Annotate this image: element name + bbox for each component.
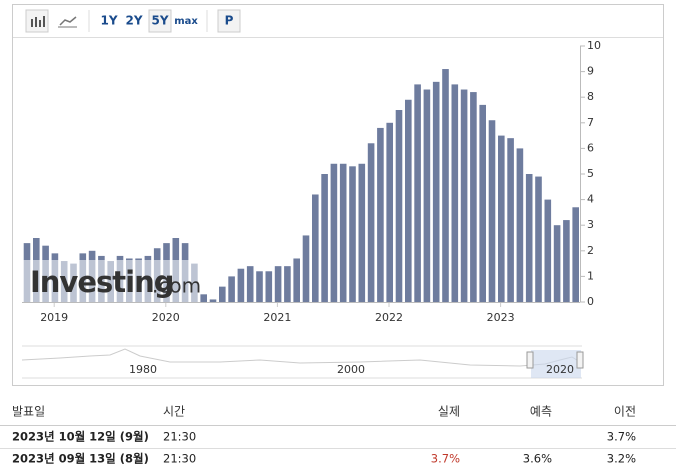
table-header: 실제 bbox=[438, 405, 460, 419]
bar bbox=[274, 266, 282, 302]
bar bbox=[451, 84, 459, 303]
bar bbox=[209, 299, 217, 302]
navigator-label: 1980 bbox=[129, 363, 157, 376]
bar bbox=[432, 81, 440, 302]
bar bbox=[395, 110, 403, 302]
bar bbox=[507, 138, 514, 302]
table-cell: 2023년 09월 13일 (8월) bbox=[12, 452, 149, 466]
bar bbox=[414, 84, 421, 303]
bar bbox=[535, 176, 542, 302]
table-cell: 3.7% bbox=[607, 430, 636, 444]
watermark-brand: Investing bbox=[30, 265, 173, 299]
bar bbox=[479, 104, 486, 302]
x-tick-label: 2020 bbox=[152, 311, 180, 324]
y-tick-label: 1 bbox=[587, 269, 594, 282]
y-tick-label: 7 bbox=[587, 116, 594, 129]
y-tick-label: 9 bbox=[587, 65, 594, 78]
watermark-suffix: .com bbox=[152, 274, 201, 298]
bar bbox=[246, 266, 254, 302]
bar bbox=[284, 266, 291, 302]
bar bbox=[470, 92, 477, 302]
bar bbox=[293, 258, 300, 302]
bar bbox=[265, 271, 273, 302]
range-button[interactable]: 2Y bbox=[125, 14, 142, 28]
bar bbox=[498, 135, 505, 302]
bar bbox=[553, 225, 561, 302]
navigator-label: 2020 bbox=[546, 363, 574, 376]
bar bbox=[219, 286, 226, 302]
bar bbox=[525, 174, 533, 302]
table-header: 시간 bbox=[163, 405, 185, 419]
y-tick-label: 2 bbox=[587, 244, 594, 257]
range-button[interactable]: max bbox=[174, 16, 198, 27]
active-range-bg bbox=[148, 9, 172, 33]
line-chart-icon[interactable] bbox=[58, 16, 77, 28]
bar bbox=[312, 194, 319, 302]
table-cell: 3.2% bbox=[607, 452, 636, 466]
bar bbox=[377, 127, 384, 302]
x-tick-label: 2023 bbox=[487, 311, 515, 324]
bar bbox=[302, 235, 310, 302]
bar bbox=[256, 271, 263, 302]
print-button[interactable]: P bbox=[225, 14, 234, 28]
table-cell: 21:30 bbox=[163, 430, 196, 444]
range-button[interactable]: 1Y bbox=[100, 14, 117, 28]
y-tick-label: 3 bbox=[587, 218, 594, 231]
y-tick-label: 4 bbox=[587, 193, 594, 206]
y-tick-label: 8 bbox=[587, 90, 594, 103]
bar bbox=[367, 143, 375, 302]
bar bbox=[358, 163, 366, 302]
bar bbox=[563, 220, 570, 302]
bar bbox=[516, 148, 524, 302]
table-cell: 3.6% bbox=[523, 452, 552, 466]
table-cell: 21:30 bbox=[163, 452, 196, 466]
bar-chart-icon[interactable] bbox=[25, 9, 49, 33]
x-tick-label: 2019 bbox=[40, 311, 68, 324]
table-cell: 3.7% bbox=[431, 452, 460, 466]
navigator[interactable]: 1980 2000 2020 bbox=[21, 345, 584, 379]
bar bbox=[330, 163, 338, 302]
range-button[interactable]: 5Y bbox=[151, 14, 168, 28]
bar bbox=[349, 166, 356, 302]
bar bbox=[321, 174, 328, 302]
print-button-bg bbox=[217, 9, 241, 33]
watermark-bg bbox=[22, 260, 198, 302]
bar bbox=[460, 89, 468, 303]
bar bbox=[386, 122, 393, 302]
bar bbox=[488, 120, 496, 303]
y-tick-label: 10 bbox=[587, 39, 601, 52]
bar bbox=[544, 199, 552, 302]
x-tick-label: 2022 bbox=[375, 311, 403, 324]
bar bbox=[442, 69, 449, 302]
table-cell: 2023년 10월 12일 (9월) bbox=[12, 430, 149, 444]
bar bbox=[237, 268, 245, 302]
bar bbox=[339, 163, 347, 302]
bar bbox=[572, 207, 579, 302]
y-tick-label: 0 bbox=[587, 295, 594, 308]
y-tick-label: 6 bbox=[587, 141, 594, 154]
bar bbox=[423, 89, 431, 303]
bar bbox=[200, 294, 207, 302]
table-header: 발표일 bbox=[12, 405, 45, 419]
bar bbox=[228, 276, 235, 302]
table-header: 예측 bbox=[530, 405, 552, 419]
chart-frame bbox=[12, 4, 664, 386]
bar bbox=[405, 99, 412, 302]
x-tick-label: 2021 bbox=[263, 311, 291, 324]
navigator-label: 2000 bbox=[337, 363, 365, 376]
table-header: 이전 bbox=[614, 405, 636, 419]
y-tick-label: 5 bbox=[587, 167, 594, 180]
